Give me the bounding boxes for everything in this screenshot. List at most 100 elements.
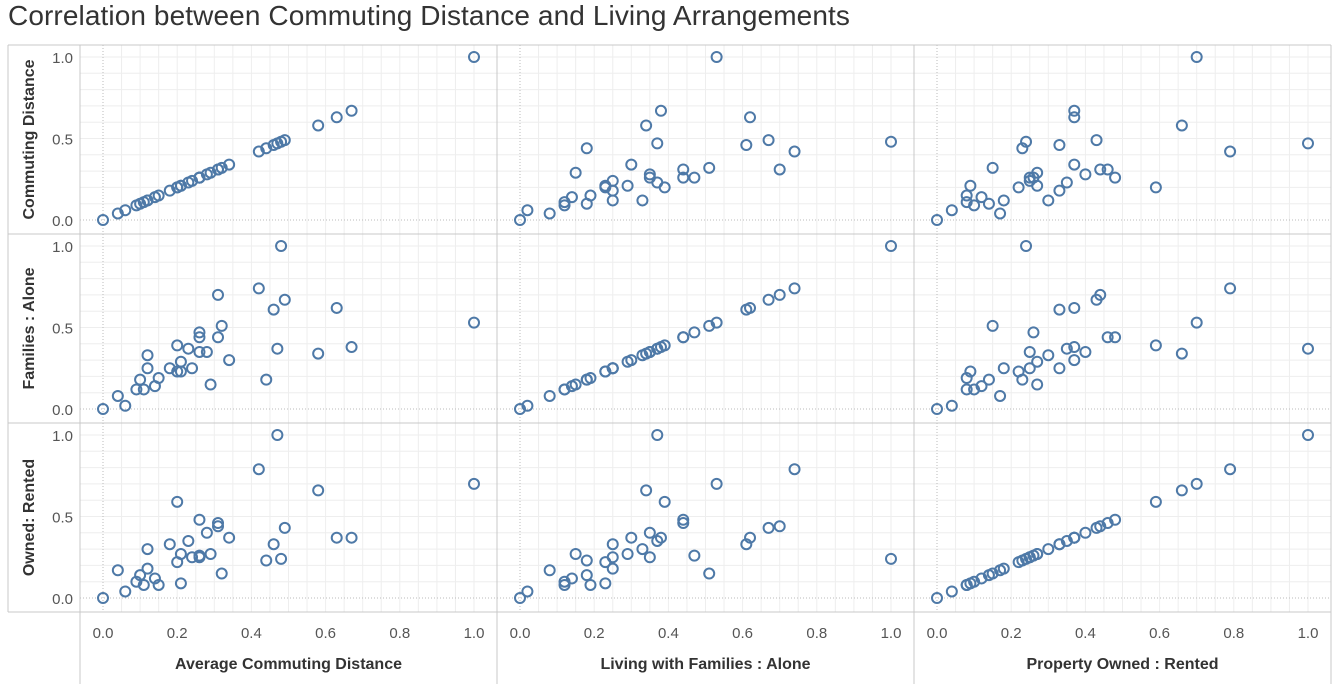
data-point[interactable] [119, 204, 132, 217]
data-point[interactable] [182, 342, 195, 355]
data-point[interactable] [658, 495, 671, 508]
data-point[interactable] [275, 552, 288, 565]
data-point[interactable] [1302, 429, 1314, 441]
data-point[interactable] [651, 429, 664, 441]
data-point[interactable] [1224, 463, 1237, 476]
data-point[interactable] [1027, 326, 1040, 339]
data-point[interactable] [703, 319, 716, 332]
data-point[interactable] [1012, 181, 1025, 194]
data-point[interactable] [278, 293, 291, 306]
data-point[interactable] [1224, 282, 1237, 295]
data-point[interactable] [599, 365, 612, 378]
data-point[interactable] [1175, 119, 1188, 132]
data-point[interactable] [1224, 145, 1237, 158]
data-point[interactable] [141, 562, 154, 575]
data-point[interactable] [1060, 342, 1073, 355]
data-point[interactable] [141, 194, 154, 207]
data-point[interactable] [945, 399, 958, 412]
data-point[interactable] [1023, 362, 1036, 375]
data-point[interactable] [640, 119, 653, 132]
data-point[interactable] [1053, 139, 1066, 152]
data-point[interactable] [186, 174, 199, 187]
data-point[interactable] [885, 552, 897, 565]
data-point[interactable] [710, 477, 723, 490]
data-point[interactable] [1031, 547, 1044, 560]
data-point[interactable] [1302, 137, 1314, 150]
data-point[interactable] [625, 158, 638, 171]
data-point[interactable] [1020, 552, 1033, 565]
data-point[interactable] [643, 551, 656, 564]
data-point[interactable] [688, 171, 701, 184]
data-point[interactable] [1068, 354, 1081, 367]
data-point[interactable] [271, 429, 284, 441]
data-point[interactable] [468, 51, 480, 63]
data-point[interactable] [773, 288, 786, 301]
data-point[interactable] [621, 179, 634, 192]
data-point[interactable] [215, 161, 228, 174]
data-point[interactable] [514, 214, 526, 226]
data-point[interactable] [345, 104, 358, 117]
data-point[interactable] [171, 365, 184, 378]
data-point[interactable] [651, 137, 664, 150]
data-point[interactable] [1031, 355, 1044, 368]
data-point[interactable] [260, 554, 273, 567]
data-point[interactable] [252, 145, 265, 158]
data-point[interactable] [252, 282, 265, 295]
data-point[interactable] [260, 142, 273, 155]
data-point[interactable] [994, 207, 1007, 220]
data-point[interactable] [986, 319, 999, 332]
data-point[interactable] [762, 134, 775, 147]
data-point[interactable] [997, 562, 1010, 575]
data-point[interactable] [964, 577, 977, 590]
data-point[interactable] [960, 372, 973, 385]
data-point[interactable] [688, 549, 701, 562]
data-point[interactable] [1068, 341, 1081, 354]
data-point[interactable] [677, 331, 690, 344]
data-point[interactable] [654, 104, 667, 117]
data-point[interactable] [968, 199, 981, 212]
data-point[interactable] [773, 163, 786, 176]
data-point[interactable] [223, 354, 236, 367]
data-point[interactable] [543, 564, 556, 577]
data-point[interactable] [762, 521, 775, 534]
data-point[interactable] [986, 567, 999, 580]
data-point[interactable] [204, 378, 217, 391]
data-point[interactable] [1149, 495, 1162, 508]
data-point[interactable] [312, 484, 325, 497]
data-point[interactable] [186, 551, 199, 564]
data-point[interactable] [740, 139, 753, 152]
data-point[interactable] [137, 383, 150, 396]
data-point[interactable] [1060, 534, 1073, 547]
data-point[interactable] [640, 347, 653, 360]
data-point[interactable] [193, 551, 206, 564]
data-point[interactable] [710, 51, 723, 63]
data-point[interactable] [643, 526, 656, 539]
data-point[interactable] [137, 578, 150, 591]
data-point[interactable] [1175, 347, 1188, 360]
data-point[interactable] [677, 171, 690, 184]
data-point[interactable] [606, 551, 619, 564]
data-point[interactable] [606, 562, 619, 575]
data-point[interactable] [345, 531, 358, 544]
data-point[interactable] [1190, 51, 1203, 63]
data-point[interactable] [569, 378, 582, 391]
data-point[interactable] [744, 301, 757, 314]
data-point[interactable] [278, 134, 291, 147]
data-point[interactable] [345, 341, 358, 354]
data-point[interactable] [986, 161, 999, 174]
data-point[interactable] [521, 399, 534, 412]
data-point[interactable] [994, 389, 1007, 402]
data-point[interactable] [141, 362, 154, 375]
data-point[interactable] [584, 578, 597, 591]
data-point[interactable] [558, 383, 571, 396]
data-point[interactable] [193, 326, 206, 339]
data-point[interactable] [134, 373, 147, 386]
data-point[interactable] [163, 362, 176, 375]
data-point[interactable] [152, 578, 165, 591]
data-point[interactable] [521, 204, 534, 217]
data-point[interactable] [945, 585, 958, 598]
data-point[interactable] [171, 495, 184, 508]
data-point[interactable] [193, 171, 206, 184]
data-point[interactable] [1060, 176, 1073, 189]
data-point[interactable] [960, 383, 973, 396]
